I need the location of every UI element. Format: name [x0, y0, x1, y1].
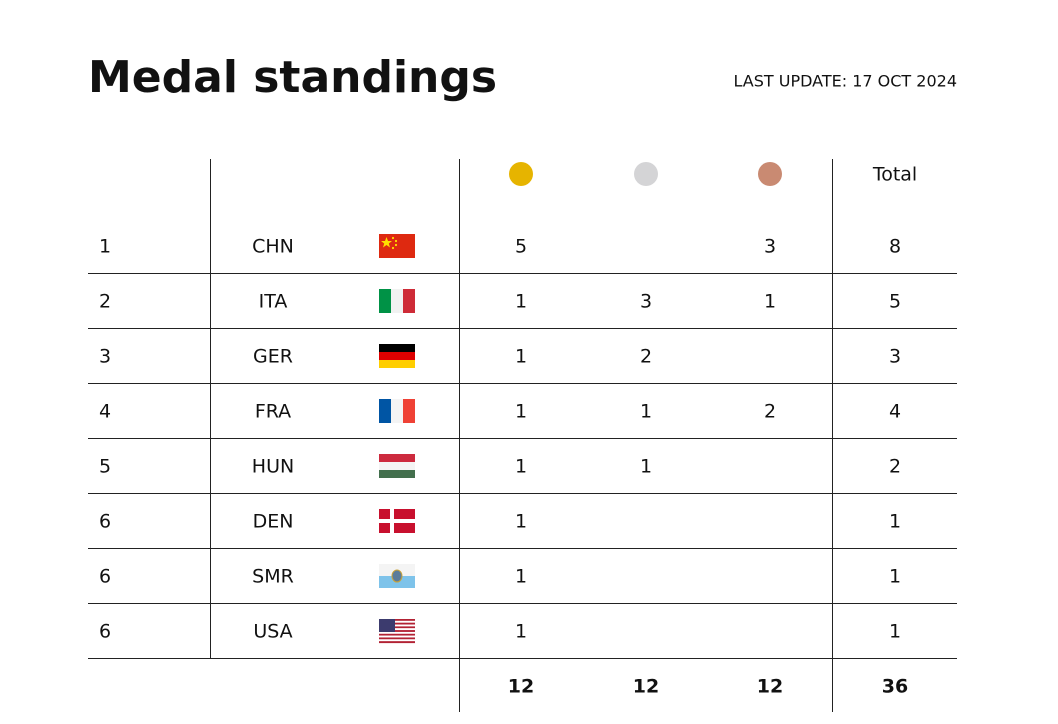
country-code: GER: [253, 346, 293, 368]
country-code: USA: [253, 621, 292, 643]
flag-part: [379, 622, 415, 625]
country-code: ITA: [259, 291, 288, 313]
column-total: 12: [633, 676, 659, 698]
flag-part: [379, 360, 415, 368]
flag-part: [379, 641, 415, 644]
flag-part: [403, 289, 415, 313]
rank: 3: [99, 346, 111, 368]
table-row: 1 CHN 5 3 8: [88, 234, 957, 274]
rank: 6: [99, 566, 111, 588]
column-total: 12: [757, 676, 783, 698]
flag: [379, 289, 415, 313]
medal-count: 1: [889, 621, 901, 643]
flag-part: [391, 289, 403, 313]
table-row: 5 HUN 1 1 2: [88, 454, 957, 494]
medal-count: 1: [889, 566, 901, 588]
flag-part: [379, 462, 415, 470]
column-total: 12: [508, 676, 534, 698]
column-total: 36: [882, 676, 908, 698]
medal-count: 1: [515, 401, 527, 423]
flag-star: [381, 237, 392, 248]
flag-part: [379, 633, 415, 636]
flag-part: [379, 352, 415, 360]
flag-part: [379, 626, 415, 629]
gold-medal-icon: [509, 162, 533, 186]
medal-count: 2: [640, 346, 652, 368]
country-code: CHN: [252, 236, 294, 258]
flag: [379, 234, 415, 258]
table-row: 6 USA 1 1: [88, 619, 957, 659]
medal-count: 1: [515, 511, 527, 533]
medal-count: 4: [889, 401, 901, 423]
table-row: 6 SMR 1 1: [88, 564, 957, 604]
country-code: SMR: [252, 566, 294, 588]
flag: [379, 619, 415, 644]
flag-part: [403, 399, 415, 423]
flag-star: [394, 243, 398, 247]
rank: 6: [99, 621, 111, 643]
rank: 1: [99, 236, 111, 258]
flag: [379, 564, 415, 588]
last-update: LAST UPDATE: 17 OCT 2024: [734, 72, 958, 91]
medal-count: 1: [640, 401, 652, 423]
medal-count: 8: [889, 236, 901, 258]
medal-count: 1: [640, 456, 652, 478]
flag-part: [379, 637, 415, 640]
flag-part: [379, 628, 415, 631]
flag-emblem: [391, 569, 403, 583]
table-row: 2 ITA 1 3 1 5: [88, 289, 957, 329]
medal-count: 5: [515, 236, 527, 258]
table-row: 6 DEN 1 1: [88, 509, 957, 549]
flag-part: [379, 619, 415, 621]
flag-part: [379, 635, 415, 638]
medal-count: 1: [889, 511, 901, 533]
flag-star: [391, 246, 395, 250]
rank: 4: [99, 401, 111, 423]
flag-part: [379, 470, 415, 478]
medal-count: 1: [515, 456, 527, 478]
flag: [379, 399, 415, 423]
flag-part: [379, 454, 415, 462]
flag-part: [379, 289, 391, 313]
total-header: Total: [872, 164, 917, 186]
flag-part: [379, 624, 415, 627]
medal-count: 3: [764, 236, 776, 258]
bronze-medal-icon: [758, 162, 782, 186]
medal-count: 1: [515, 291, 527, 313]
silver-medal-icon: [634, 162, 658, 186]
flag-part: [391, 399, 403, 423]
country-code: DEN: [253, 511, 294, 533]
medal-count: 1: [764, 291, 776, 313]
flag-part: [379, 630, 415, 633]
flag-part: [379, 399, 391, 423]
flag-star: [391, 236, 395, 240]
table-row: 3 GER 1 2 3: [88, 344, 957, 384]
flag: [379, 344, 415, 368]
flag-part: [379, 519, 415, 523]
medal-count: 3: [640, 291, 652, 313]
medal-count: 5: [889, 291, 901, 313]
flag-part: [379, 619, 395, 632]
flag: [379, 509, 415, 533]
country-code: FRA: [255, 401, 291, 423]
medal-count: 2: [889, 456, 901, 478]
rank: 6: [99, 511, 111, 533]
rank: 2: [99, 291, 111, 313]
page-title: Medal standings: [88, 52, 497, 103]
table-row: 4 FRA 1 1 2 4: [88, 399, 957, 439]
flag-part: [379, 620, 415, 623]
medal-count: 1: [515, 621, 527, 643]
rank: 5: [99, 456, 111, 478]
country-code: HUN: [252, 456, 294, 478]
medal-count: 1: [515, 346, 527, 368]
flag-part: [379, 631, 415, 634]
medal-count: 2: [764, 401, 776, 423]
flag-star: [394, 239, 398, 243]
medal-count: 3: [889, 346, 901, 368]
medal-count: 1: [515, 566, 527, 588]
flag-part: [379, 344, 415, 352]
flag-part: [379, 639, 415, 642]
flag: [379, 454, 415, 478]
